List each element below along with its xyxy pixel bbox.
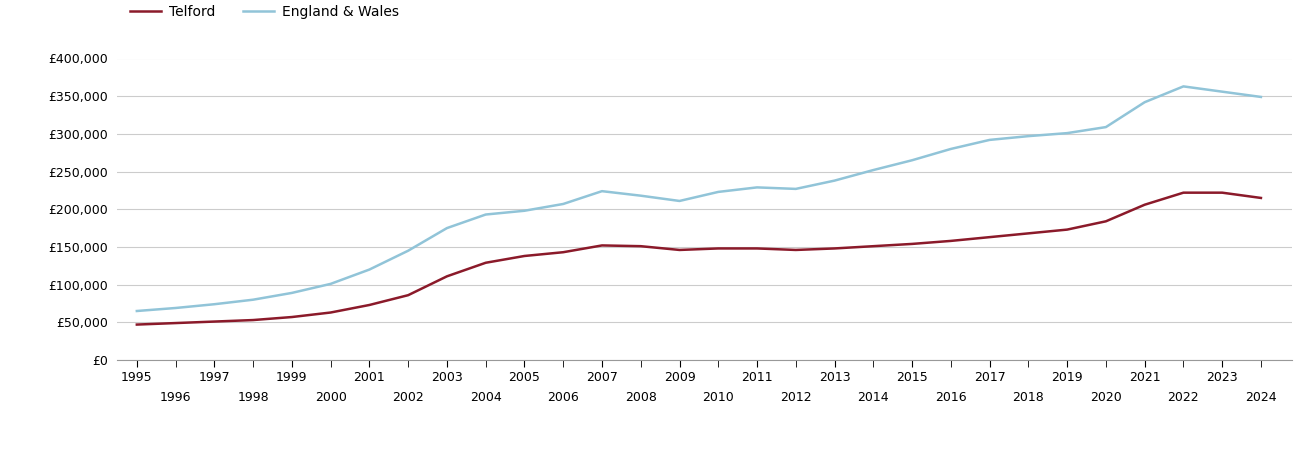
England & Wales xyxy=(672,198,688,204)
Telford xyxy=(1215,190,1231,195)
England & Wales xyxy=(284,290,300,296)
England & Wales xyxy=(710,189,726,194)
Telford xyxy=(633,243,649,249)
Line: England & Wales: England & Wales xyxy=(137,86,1261,311)
Telford xyxy=(401,292,416,298)
Telford xyxy=(594,243,609,248)
England & Wales xyxy=(168,305,184,310)
Telford xyxy=(865,243,881,249)
England & Wales xyxy=(904,158,920,163)
Telford xyxy=(904,241,920,247)
Line: Telford: Telford xyxy=(137,193,1261,324)
Telford xyxy=(749,246,765,251)
England & Wales xyxy=(1098,124,1113,130)
England & Wales xyxy=(865,167,881,173)
England & Wales xyxy=(827,178,843,183)
Telford xyxy=(322,310,338,315)
Telford xyxy=(517,253,532,259)
England & Wales xyxy=(1215,89,1231,94)
Telford xyxy=(1253,195,1268,201)
England & Wales xyxy=(633,193,649,198)
England & Wales xyxy=(1137,99,1152,105)
England & Wales xyxy=(478,212,493,217)
England & Wales xyxy=(788,186,804,192)
Telford xyxy=(206,319,222,324)
Telford xyxy=(284,315,300,320)
Telford xyxy=(827,246,843,251)
England & Wales xyxy=(1021,134,1036,139)
Telford xyxy=(438,274,454,279)
England & Wales xyxy=(556,201,572,207)
England & Wales xyxy=(594,189,609,194)
England & Wales xyxy=(1253,94,1268,99)
Telford xyxy=(129,322,145,327)
Telford xyxy=(245,317,261,323)
Telford xyxy=(478,260,493,265)
England & Wales xyxy=(401,248,416,253)
England & Wales xyxy=(944,146,959,152)
England & Wales xyxy=(1060,130,1075,136)
Telford xyxy=(168,320,184,326)
Telford xyxy=(981,234,997,240)
Legend: Telford, England & Wales: Telford, England & Wales xyxy=(124,0,405,24)
England & Wales xyxy=(361,267,377,272)
England & Wales xyxy=(129,308,145,314)
England & Wales xyxy=(438,225,454,231)
England & Wales xyxy=(322,281,338,287)
England & Wales xyxy=(206,302,222,307)
England & Wales xyxy=(749,184,765,190)
Telford xyxy=(788,247,804,252)
Telford xyxy=(361,302,377,308)
England & Wales xyxy=(245,297,261,302)
England & Wales xyxy=(517,208,532,213)
England & Wales xyxy=(981,137,997,143)
Telford xyxy=(556,249,572,255)
England & Wales xyxy=(1176,84,1191,89)
Telford xyxy=(672,247,688,252)
Telford xyxy=(1060,227,1075,232)
Telford xyxy=(1176,190,1191,195)
Telford xyxy=(1137,202,1152,207)
Telford xyxy=(944,238,959,243)
Telford xyxy=(1098,219,1113,224)
Telford xyxy=(710,246,726,251)
Telford xyxy=(1021,231,1036,236)
